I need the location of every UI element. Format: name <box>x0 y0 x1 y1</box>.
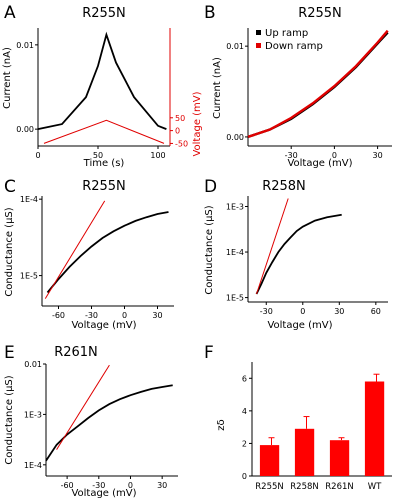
y-tick-label: 0.01 <box>24 360 42 369</box>
y-tick-label: 1E-4 <box>24 461 42 470</box>
panel-e-title: R261N <box>54 345 98 360</box>
x-tick-label: -30 <box>85 311 98 320</box>
x-tick-label: -60 <box>52 311 65 320</box>
x-tick-label: 60 <box>371 307 381 316</box>
x-tick-label: 30 <box>157 481 167 490</box>
y-tick-label: 1E-3 <box>226 202 244 211</box>
bar <box>295 429 314 476</box>
panel-d-title: R258N <box>262 179 306 194</box>
panel-label-d: D <box>204 177 217 197</box>
y-tick-label: 1E-5 <box>20 272 38 281</box>
category-label: R258N <box>290 482 319 492</box>
panel-e: E R261N -60 -30 0 30 1E-4 1E-3 0.01 Voltage (… <box>4 343 178 499</box>
y2-tick-label: -50 <box>175 139 188 148</box>
x-tick-label: 0 <box>300 307 305 316</box>
series-line-2 <box>45 201 104 299</box>
bar <box>365 382 384 477</box>
panel-label-e: E <box>4 343 15 363</box>
panel-e-ylabel: Conductance (µS) <box>4 375 15 464</box>
y-tick-label: 1E-5 <box>226 294 244 303</box>
series-line-2 <box>57 365 110 450</box>
legend-up-label: Up ramp <box>265 28 308 39</box>
panel-b-legend: Up ramp Down ramp <box>256 28 323 52</box>
panel-a-xlabel: Time (s) <box>83 158 125 169</box>
panel-d-xlabel: Voltage (mV) <box>267 320 332 331</box>
panel-a-title: R255N <box>82 6 126 21</box>
panel-e-y-ticks: 1E-4 1E-3 0.01 <box>24 360 46 470</box>
series-line-1 <box>48 212 169 293</box>
panel-a-series <box>38 35 166 144</box>
panel-b-title: R255N <box>298 6 342 21</box>
panel-a-ylabel2: Voltage (mV) <box>192 91 203 156</box>
y-tick-label: 0.00 <box>16 125 34 134</box>
panel-d-y-ticks: 1E-5 1E-4 1E-3 <box>226 202 248 302</box>
category-label: R255N <box>255 482 284 492</box>
panel-c: C R255N -60 -30 0 30 1E-51E-4 Voltage (mV) … <box>4 177 174 331</box>
panel-a-y2-ticks: -50 0 50 <box>170 114 188 149</box>
panel-e-xlabel: Voltage (mV) <box>71 488 136 499</box>
panel-b: B R255N -30 0 30 0.00 0.01 Up ramp Down ram… <box>204 3 392 169</box>
panel-d-ylabel: Conductance (µS) <box>204 205 215 294</box>
panel-f-ylabel: zδ <box>216 419 227 430</box>
series-line-1 <box>38 35 166 129</box>
legend-down-label: Down ramp <box>265 41 323 52</box>
y-tick-label: 4 <box>242 407 247 416</box>
panel-d-x-ticks: -30 0 30 60 <box>260 302 381 316</box>
x-tick-label: 30 <box>152 311 162 320</box>
y2-tick-label: 0 <box>175 127 180 136</box>
panel-c-title: R255N <box>82 179 126 194</box>
y-tick-label: 0.01 <box>226 42 244 51</box>
panel-a-y-ticks: 0.00 0.01 <box>16 41 38 134</box>
y-tick-label: 1E-4 <box>20 195 38 204</box>
x-tick-label: 100 <box>150 151 165 160</box>
panel-f-bars <box>260 374 384 476</box>
y-tick-label: 2 <box>242 439 247 448</box>
y-tick-label: 0.01 <box>16 41 34 50</box>
category-label: R261N <box>325 482 354 492</box>
panel-d: D R258N -30 0 30 60 1E-5 1E-4 1E-3 Voltage (m… <box>204 177 388 331</box>
panel-f-x-ticks: R255N R258N R261N WT <box>255 482 382 492</box>
panel-label-f: F <box>204 343 214 363</box>
y-tick-label: 1E-4 <box>226 248 244 257</box>
panel-c-series <box>45 201 168 299</box>
y-tick-label: 0.00 <box>226 133 244 142</box>
panel-c-xlabel: Voltage (mV) <box>71 320 136 331</box>
x-tick-label: 30 <box>373 151 383 160</box>
bar <box>330 440 349 476</box>
panel-label-b: B <box>204 3 216 23</box>
legend-up-marker <box>256 30 261 35</box>
x-tick-label: -30 <box>260 307 273 316</box>
y-tick-label: 1E-3 <box>24 410 42 419</box>
bar <box>260 445 279 476</box>
category-label: WT <box>368 482 382 492</box>
y-tick-label: 6 <box>242 374 247 383</box>
panel-label-a: A <box>4 3 16 23</box>
panel-b-ylabel: Current (nA) <box>212 57 223 119</box>
y-tick-label: 0 <box>242 472 247 481</box>
x-tick-label: 0 <box>35 151 40 160</box>
panel-f: F 0 2 4 6 R255N R258N R261N WT zδ <box>204 343 392 492</box>
panel-f-y-ticks: 0 2 4 6 <box>242 374 252 481</box>
x-tick-label: 0 <box>122 311 127 320</box>
series-line-1 <box>46 385 173 461</box>
panel-c-y-ticks: 1E-5 1E-4 <box>20 195 42 280</box>
panel-c-ylabel: Conductance (µS) <box>4 207 15 296</box>
legend-down-marker <box>256 43 261 48</box>
panel-b-y-ticks: 0.00 0.01 <box>226 42 248 142</box>
panel-label-c: C <box>4 177 16 197</box>
y2-tick-label: 50 <box>175 114 185 123</box>
panel-b-xlabel: Voltage (mV) <box>287 158 352 169</box>
panel-d-series <box>257 199 342 295</box>
panel-a-ylabel: Current (nA) <box>2 47 13 109</box>
panel-c-x-ticks: -60 -30 0 30 <box>52 306 163 320</box>
x-tick-label: 30 <box>334 307 344 316</box>
panel-e-series <box>46 365 173 461</box>
